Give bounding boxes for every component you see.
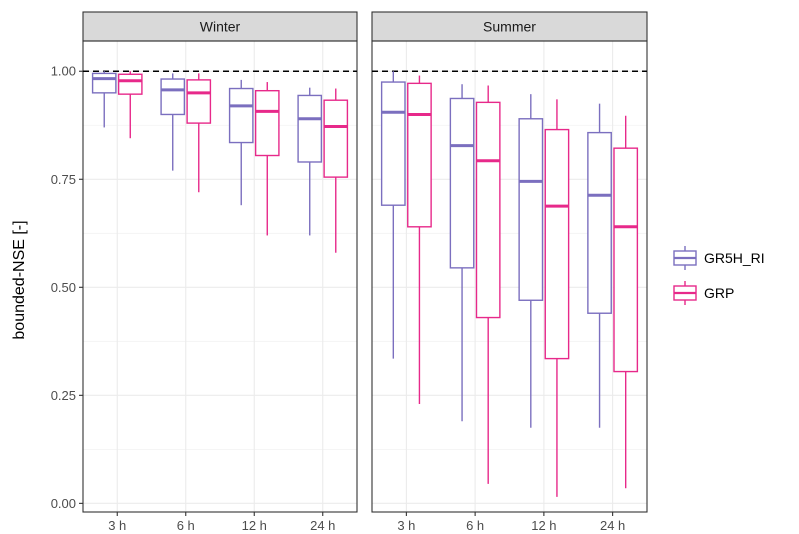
box-gr5h-ri bbox=[518, 94, 544, 428]
box-iqr bbox=[228, 87, 254, 144]
legend-item: GRP bbox=[673, 281, 734, 305]
boxes-layer bbox=[83, 70, 647, 497]
x-tick-label: 24 h bbox=[600, 518, 625, 533]
box-gr5h-ri bbox=[160, 73, 186, 171]
box-grp bbox=[186, 73, 212, 193]
legend-label: GR5H_RI bbox=[704, 250, 765, 266]
y-tick-label: 0.50 bbox=[51, 280, 76, 295]
box-gr5h-ri bbox=[380, 71, 406, 359]
y-tick-label: 0.00 bbox=[51, 496, 76, 511]
box-iqr bbox=[254, 89, 280, 157]
y-tick-label: 0.25 bbox=[51, 388, 76, 403]
facet-strip bbox=[371, 11, 648, 42]
box-grp bbox=[254, 82, 280, 236]
box-grp bbox=[613, 115, 639, 489]
y-axis-title: bounded-NSE [-] bbox=[11, 220, 28, 339]
box-iqr bbox=[407, 82, 432, 228]
box-gr5h-ri bbox=[228, 79, 254, 206]
x-tick-label: 3 h bbox=[397, 518, 415, 533]
box-iqr bbox=[449, 97, 475, 269]
box-iqr bbox=[544, 128, 570, 360]
x-tick-label: 12 h bbox=[531, 518, 556, 533]
box-grp bbox=[117, 71, 143, 139]
y-tick-label: 0.75 bbox=[51, 172, 76, 187]
x-tick-label: 12 h bbox=[242, 518, 267, 533]
x-tick-label: 6 h bbox=[466, 518, 484, 533]
panel-border bbox=[371, 40, 648, 513]
box-iqr bbox=[323, 99, 349, 178]
box-iqr bbox=[613, 147, 639, 373]
grid-layer bbox=[83, 41, 647, 512]
facet-strip-label: Summer bbox=[483, 19, 536, 35]
box-gr5h-ri bbox=[449, 84, 475, 422]
box-iqr bbox=[91, 72, 117, 94]
box-iqr bbox=[186, 79, 212, 124]
x-tick-label: 24 h bbox=[310, 518, 335, 533]
facet-strip-label: Winter bbox=[200, 19, 241, 35]
box-gr5h-ri bbox=[587, 103, 612, 428]
box-iqr bbox=[297, 94, 323, 163]
legend-item: GR5H_RI bbox=[673, 246, 765, 270]
y-tick-label: 1.00 bbox=[51, 64, 76, 79]
panels-layer: Winter Summer bbox=[82, 11, 648, 513]
box-iqr bbox=[518, 118, 544, 301]
box-iqr bbox=[160, 78, 186, 116]
axes-layer: 3 h 6 h 12 h 24 h 3 h 6 h 12 h 24 h 0.00 0.25 0.50… bbox=[51, 64, 626, 533]
box-iqr bbox=[587, 131, 612, 314]
x-tick-label: 3 h bbox=[108, 518, 126, 533]
box-gr5h-ri bbox=[297, 87, 323, 236]
x-tick-label: 6 h bbox=[177, 518, 195, 533]
legend-label: GRP bbox=[704, 285, 734, 301]
box-grp bbox=[323, 88, 349, 253]
box-grp bbox=[475, 85, 501, 484]
legend: GR5H_RI GRP bbox=[673, 246, 765, 305]
box-iqr bbox=[117, 73, 143, 95]
box-iqr bbox=[380, 81, 406, 206]
panel-border bbox=[82, 40, 358, 513]
box-iqr bbox=[475, 101, 501, 319]
box-grp bbox=[544, 99, 570, 497]
box-grp bbox=[407, 75, 432, 404]
box-gr5h-ri bbox=[91, 71, 117, 128]
